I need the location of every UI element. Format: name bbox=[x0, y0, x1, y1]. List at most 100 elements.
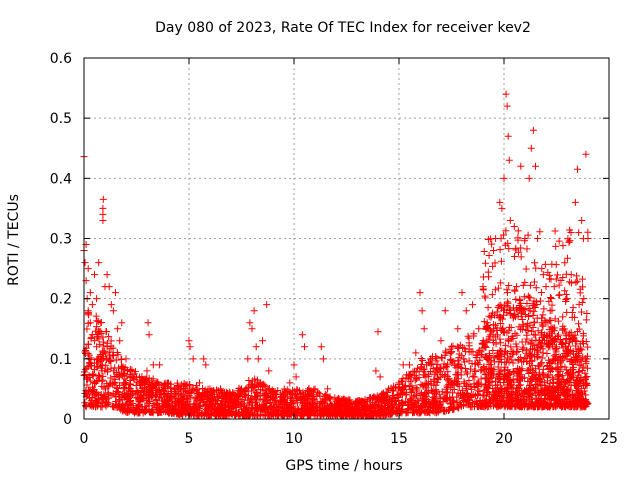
data-point bbox=[231, 397, 239, 405]
data-point bbox=[289, 400, 297, 408]
data-point bbox=[248, 325, 256, 333]
data-point bbox=[298, 397, 306, 405]
data-point bbox=[303, 406, 311, 414]
data-point bbox=[478, 340, 486, 348]
data-point bbox=[88, 400, 96, 408]
data-point bbox=[103, 271, 111, 279]
data-point bbox=[107, 345, 115, 353]
data-point bbox=[514, 369, 522, 377]
data-point bbox=[263, 390, 271, 398]
data-point bbox=[524, 292, 532, 300]
data-point bbox=[170, 408, 178, 416]
data-point bbox=[450, 404, 458, 412]
data-point bbox=[461, 365, 469, 373]
data-point bbox=[370, 409, 378, 417]
data-point bbox=[192, 386, 200, 394]
data-point bbox=[455, 354, 463, 362]
data-point bbox=[102, 328, 110, 336]
data-point bbox=[579, 353, 587, 361]
data-point bbox=[583, 352, 591, 360]
data-point bbox=[497, 386, 505, 394]
data-point bbox=[293, 392, 301, 400]
data-point bbox=[538, 381, 546, 389]
data-point bbox=[419, 399, 427, 407]
data-point bbox=[566, 397, 574, 405]
data-point bbox=[537, 343, 545, 351]
data-point bbox=[508, 403, 516, 411]
data-point bbox=[490, 247, 497, 255]
data-point bbox=[523, 347, 531, 355]
data-point bbox=[559, 242, 567, 250]
data-point bbox=[534, 362, 542, 370]
data-point bbox=[475, 361, 483, 369]
data-point bbox=[332, 397, 340, 405]
data-point bbox=[542, 283, 550, 291]
data-point bbox=[240, 402, 248, 410]
data-point bbox=[112, 392, 120, 400]
data-point bbox=[421, 390, 429, 398]
data-point bbox=[163, 398, 171, 406]
data-point bbox=[250, 307, 258, 315]
data-point bbox=[506, 216, 514, 224]
data-point bbox=[497, 279, 505, 287]
data-point bbox=[563, 346, 571, 354]
data-point bbox=[196, 379, 203, 387]
data-point bbox=[424, 387, 432, 395]
data-point bbox=[481, 353, 489, 361]
data-point bbox=[437, 337, 445, 345]
data-point bbox=[503, 384, 511, 392]
data-point bbox=[474, 379, 482, 387]
x-tick-label: 0 bbox=[80, 431, 89, 447]
data-point bbox=[557, 276, 565, 284]
data-point bbox=[583, 309, 591, 317]
data-point bbox=[417, 381, 425, 389]
data-point bbox=[553, 271, 561, 279]
data-point bbox=[154, 379, 161, 387]
data-point bbox=[536, 376, 544, 384]
chart-title: Day 080 of 2023, Rate Of TEC Index for r… bbox=[155, 20, 531, 36]
data-point bbox=[126, 367, 134, 375]
data-point bbox=[467, 394, 475, 402]
data-point bbox=[474, 348, 482, 356]
data-point bbox=[91, 271, 98, 279]
data-point bbox=[552, 275, 560, 283]
data-point bbox=[502, 90, 510, 98]
data-point bbox=[584, 235, 592, 242]
data-point bbox=[236, 392, 244, 400]
data-point bbox=[262, 397, 270, 405]
data-point bbox=[399, 383, 407, 391]
data-point bbox=[552, 242, 560, 250]
data-point bbox=[547, 316, 555, 324]
data-point bbox=[463, 383, 471, 391]
data-point bbox=[99, 210, 107, 218]
data-point bbox=[469, 301, 476, 309]
data-point bbox=[395, 379, 403, 387]
data-point bbox=[529, 300, 537, 308]
data-point bbox=[280, 385, 288, 393]
data-point bbox=[442, 385, 450, 393]
data-point bbox=[327, 401, 335, 409]
data-point bbox=[97, 391, 105, 399]
data-point bbox=[269, 391, 277, 399]
data-point bbox=[301, 402, 309, 410]
x-tick-label: 5 bbox=[185, 431, 194, 447]
data-point bbox=[182, 400, 190, 408]
data-point bbox=[252, 396, 260, 404]
data-point bbox=[529, 126, 537, 134]
data-point bbox=[485, 396, 493, 404]
data-point bbox=[528, 337, 536, 345]
data-point bbox=[418, 307, 426, 315]
data-point bbox=[566, 237, 574, 245]
data-point bbox=[551, 227, 559, 235]
data-point bbox=[550, 338, 558, 346]
data-point bbox=[546, 271, 554, 279]
data-point bbox=[513, 283, 521, 291]
data-point bbox=[101, 367, 109, 375]
data-point bbox=[512, 397, 520, 405]
data-point bbox=[489, 309, 497, 317]
data-point bbox=[483, 403, 491, 411]
data-point bbox=[402, 390, 410, 398]
data-point bbox=[584, 228, 592, 236]
data-point bbox=[204, 412, 212, 420]
